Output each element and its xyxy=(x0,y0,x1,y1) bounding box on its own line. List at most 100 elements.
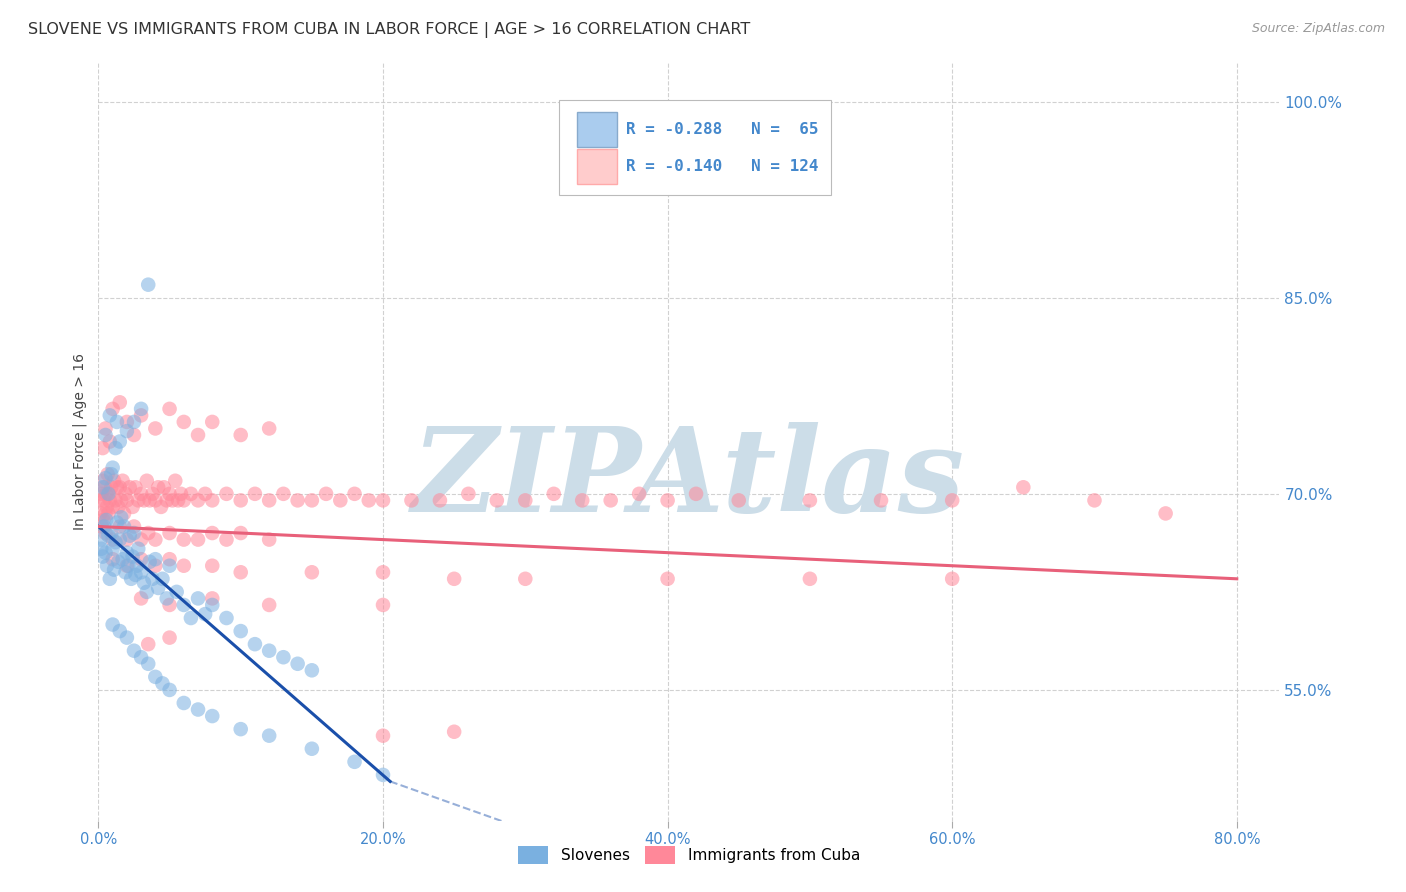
Point xyxy=(98,572,121,586)
Point xyxy=(870,493,893,508)
Point xyxy=(108,624,131,639)
Point xyxy=(156,493,179,508)
Point xyxy=(173,598,195,612)
Point xyxy=(243,637,266,651)
Point xyxy=(159,526,181,541)
Point xyxy=(112,507,135,521)
Point xyxy=(108,395,131,409)
Point xyxy=(98,493,121,508)
Point xyxy=(187,702,209,716)
Point xyxy=(115,533,138,547)
Point xyxy=(112,519,135,533)
Point xyxy=(201,709,224,723)
Text: SLOVENE VS IMMIGRANTS FROM CUBA IN LABOR FORCE | AGE > 16 CORRELATION CHART: SLOVENE VS IMMIGRANTS FROM CUBA IN LABOR… xyxy=(28,22,751,38)
Point xyxy=(103,563,125,577)
Point xyxy=(110,493,132,508)
Text: Source: ZipAtlas.com: Source: ZipAtlas.com xyxy=(1251,22,1385,36)
Point xyxy=(97,487,120,501)
Point xyxy=(727,493,749,508)
Point xyxy=(159,401,181,416)
Point xyxy=(90,533,112,547)
Point xyxy=(107,500,129,514)
Point xyxy=(94,480,117,494)
Point xyxy=(125,558,148,573)
Point xyxy=(115,558,138,573)
Point xyxy=(105,480,128,494)
Point xyxy=(301,566,323,580)
Point xyxy=(657,572,679,586)
Point xyxy=(1154,507,1177,521)
Point xyxy=(129,409,152,423)
Point xyxy=(111,474,134,488)
Point xyxy=(173,415,195,429)
Point xyxy=(515,493,537,508)
Point xyxy=(187,428,209,442)
Point xyxy=(110,510,132,524)
Point xyxy=(122,519,145,533)
Point xyxy=(201,526,224,541)
Point xyxy=(89,493,111,508)
Point xyxy=(122,415,145,429)
Point xyxy=(443,724,465,739)
Point xyxy=(201,598,224,612)
Point xyxy=(173,696,195,710)
Point xyxy=(124,480,146,494)
Point xyxy=(215,611,238,625)
Point xyxy=(101,401,124,416)
Point xyxy=(301,493,323,508)
Point xyxy=(799,572,821,586)
Point xyxy=(229,493,252,508)
Point xyxy=(91,480,114,494)
Point xyxy=(100,526,122,541)
Point xyxy=(129,650,152,665)
Point xyxy=(104,535,127,549)
Point xyxy=(173,558,195,573)
Point xyxy=(443,572,465,586)
Point xyxy=(111,552,134,566)
Text: R = -0.140   N = 124: R = -0.140 N = 124 xyxy=(626,159,818,174)
Point xyxy=(127,541,149,556)
Point xyxy=(96,500,118,514)
Text: R = -0.288   N =  65: R = -0.288 N = 65 xyxy=(626,122,818,137)
Point xyxy=(115,631,138,645)
Point xyxy=(257,729,280,743)
Point xyxy=(101,552,124,566)
Point xyxy=(257,643,280,657)
Point xyxy=(371,768,394,782)
Point xyxy=(138,555,160,569)
Point xyxy=(90,487,112,501)
Point xyxy=(136,637,159,651)
Point xyxy=(315,487,337,501)
Point xyxy=(105,415,128,429)
Point xyxy=(571,493,593,508)
Point xyxy=(129,487,152,501)
Point xyxy=(201,558,224,573)
Point xyxy=(122,428,145,442)
Point xyxy=(138,493,160,508)
Point xyxy=(94,421,117,435)
Point xyxy=(657,493,679,508)
Point xyxy=(287,493,309,508)
Point xyxy=(114,487,136,501)
Point xyxy=(371,598,394,612)
Point xyxy=(118,529,141,543)
Point xyxy=(129,591,152,606)
Point xyxy=(103,474,125,488)
Point xyxy=(273,650,295,665)
Point xyxy=(101,460,124,475)
Point xyxy=(143,670,166,684)
Point xyxy=(94,471,117,485)
Point xyxy=(599,493,621,508)
Point xyxy=(91,474,114,488)
Point xyxy=(201,493,224,508)
Point xyxy=(120,572,142,586)
Point xyxy=(457,487,479,501)
Point xyxy=(98,409,121,423)
Point xyxy=(187,591,209,606)
Point xyxy=(215,487,238,501)
Point xyxy=(93,519,115,533)
Point xyxy=(187,493,209,508)
Point xyxy=(143,558,166,573)
FancyBboxPatch shape xyxy=(576,149,617,184)
Point xyxy=(97,507,120,521)
